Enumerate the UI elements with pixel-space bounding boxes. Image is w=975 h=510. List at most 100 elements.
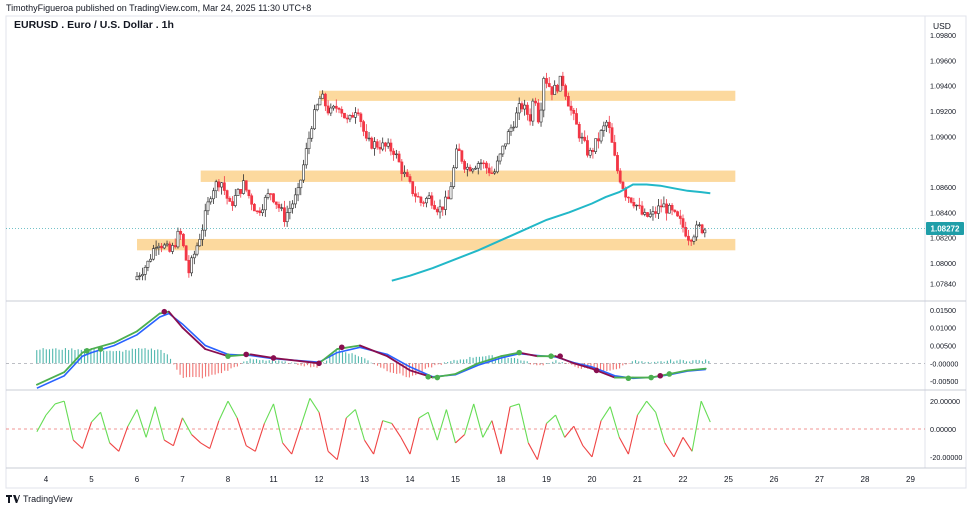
candle: [394, 153, 398, 156]
candle: [288, 207, 292, 213]
tradingview-logo-icon: [6, 495, 20, 503]
osc-histogram-bar: [335, 349, 337, 364]
osc-histogram-bar: [361, 357, 363, 364]
osc-histogram-bar: [367, 360, 369, 364]
momentum-segment: [36, 414, 47, 433]
currency-label[interactable]: USD: [933, 21, 951, 31]
tradingview-brand[interactable]: TradingView: [6, 494, 73, 504]
candle: [542, 78, 546, 111]
osc-histogram-bar: [259, 360, 261, 364]
osc-histogram-bar: [198, 363, 200, 378]
candle: [247, 189, 251, 197]
candle: [272, 193, 275, 203]
candle: [299, 179, 303, 189]
candle: [621, 181, 625, 189]
momentum-segment: [491, 420, 502, 455]
momentum-segment: [391, 423, 402, 438]
momentum-segment: [582, 445, 593, 458]
candle: [449, 186, 453, 200]
osc-histogram-bar: [265, 360, 267, 364]
osc-histogram-bar: [192, 363, 194, 377]
momentum-segment: [200, 442, 211, 449]
candle: [389, 142, 393, 152]
time-tick-label: 4: [44, 475, 49, 484]
osc-histogram-bar: [631, 361, 633, 364]
osc-histogram-bar: [596, 363, 598, 370]
candle: [512, 126, 516, 129]
osc-signal-dot: [648, 374, 654, 381]
osc-histogram-bar: [287, 363, 289, 364]
candle: [637, 204, 641, 207]
osc-histogram-bar: [498, 356, 500, 364]
candle: [651, 211, 655, 215]
osc-histogram-bar: [211, 363, 213, 375]
candle: [151, 248, 155, 260]
osc-histogram-bar: [106, 351, 108, 364]
candle: [242, 180, 245, 194]
candle: [173, 245, 177, 248]
momentum-segment: [272, 403, 284, 444]
candle: [168, 243, 172, 252]
momentum-segment: [546, 414, 556, 424]
momentum-segment: [691, 401, 702, 452]
osc-signal-dot: [434, 374, 441, 381]
momentum-segment: [172, 417, 184, 446]
candle: [310, 128, 314, 139]
candle: [687, 235, 690, 241]
candle: [378, 146, 382, 150]
osc-histogram-bar: [68, 349, 70, 364]
oscillator-pane: [6, 308, 925, 389]
price-tick-label: 1.08200: [930, 234, 956, 243]
candle: [678, 215, 682, 219]
candle: [141, 274, 144, 277]
candle: [280, 207, 284, 209]
momentum-segment: [364, 439, 375, 455]
osc-histogram-bar: [103, 350, 105, 364]
candle: [523, 104, 527, 110]
osc-histogram-bar: [638, 361, 640, 364]
osc-histogram-bar: [141, 348, 143, 364]
price-tick-label: 1.08600: [930, 183, 956, 192]
osc-histogram-bar: [418, 363, 420, 372]
candle: [157, 245, 161, 248]
osc-histogram-bar: [539, 363, 541, 366]
momentum-segment: [345, 409, 356, 419]
osc-fast-segment: [477, 355, 502, 365]
candle: [334, 105, 338, 109]
osc-histogram-bar: [236, 363, 238, 367]
osc-fast-segment: [572, 362, 593, 370]
candle: [596, 138, 600, 142]
osc-histogram-bar: [119, 350, 121, 364]
osc-histogram-bar: [657, 361, 659, 364]
osc-histogram-bar: [459, 359, 461, 364]
momentum-segment: [445, 409, 457, 444]
osc-histogram-bar: [482, 356, 484, 364]
momentum-segment: [182, 417, 193, 435]
candle: [681, 218, 685, 228]
osc-histogram-bar: [405, 363, 407, 378]
candle: [591, 150, 595, 152]
candle: [550, 86, 554, 95]
current-price-badge[interactable]: [926, 222, 964, 236]
candle: [673, 209, 677, 212]
osc-histogram-bar: [606, 363, 608, 372]
osc-tick-label: 0.00500: [930, 342, 956, 351]
candle: [345, 117, 349, 120]
candle: [482, 162, 486, 165]
candle: [594, 138, 598, 152]
candle: [329, 107, 333, 114]
osc-fast-segment: [500, 351, 521, 358]
osc-histogram-bar: [561, 362, 563, 364]
osc-histogram-bar: [456, 360, 458, 364]
osc-signal-dot: [557, 353, 563, 359]
momentum-segment: [555, 414, 566, 438]
osc-fast-segment: [454, 362, 480, 375]
candle: [277, 204, 281, 209]
osc-histogram-bar: [679, 359, 681, 364]
osc-fast-segment: [204, 348, 229, 358]
momentum-segment: [637, 400, 648, 416]
osc-histogram-bar: [628, 363, 630, 364]
osc-signal-dot: [161, 308, 168, 315]
osc-histogram-bar: [434, 363, 436, 366]
